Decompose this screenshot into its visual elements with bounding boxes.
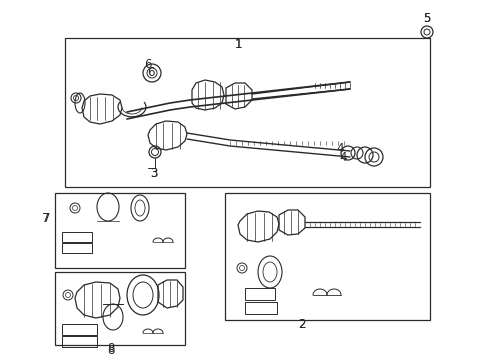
Text: 5: 5: [423, 12, 431, 24]
Text: 6: 6: [147, 66, 155, 78]
Text: 5: 5: [423, 12, 431, 24]
Text: 6: 6: [144, 58, 152, 71]
Bar: [245, 302, 277, 314]
Text: 1: 1: [234, 37, 242, 50]
Text: 4: 4: [336, 141, 344, 154]
Bar: [62, 336, 97, 347]
Bar: [65, 38, 430, 187]
Text: 3: 3: [150, 166, 158, 180]
Text: 7: 7: [42, 212, 50, 225]
Text: 1: 1: [234, 37, 242, 50]
Bar: [225, 193, 430, 320]
Bar: [62, 232, 92, 242]
Text: 4: 4: [339, 150, 347, 163]
Bar: [55, 193, 185, 268]
Text: 8: 8: [107, 343, 115, 356]
Text: 2: 2: [298, 319, 306, 332]
Text: 3: 3: [150, 166, 158, 180]
Bar: [62, 243, 92, 253]
Text: 2: 2: [298, 319, 306, 332]
Text: 7: 7: [43, 212, 51, 225]
Bar: [55, 272, 185, 345]
Text: 8: 8: [107, 342, 115, 355]
Bar: [62, 324, 97, 335]
Bar: [245, 288, 275, 300]
